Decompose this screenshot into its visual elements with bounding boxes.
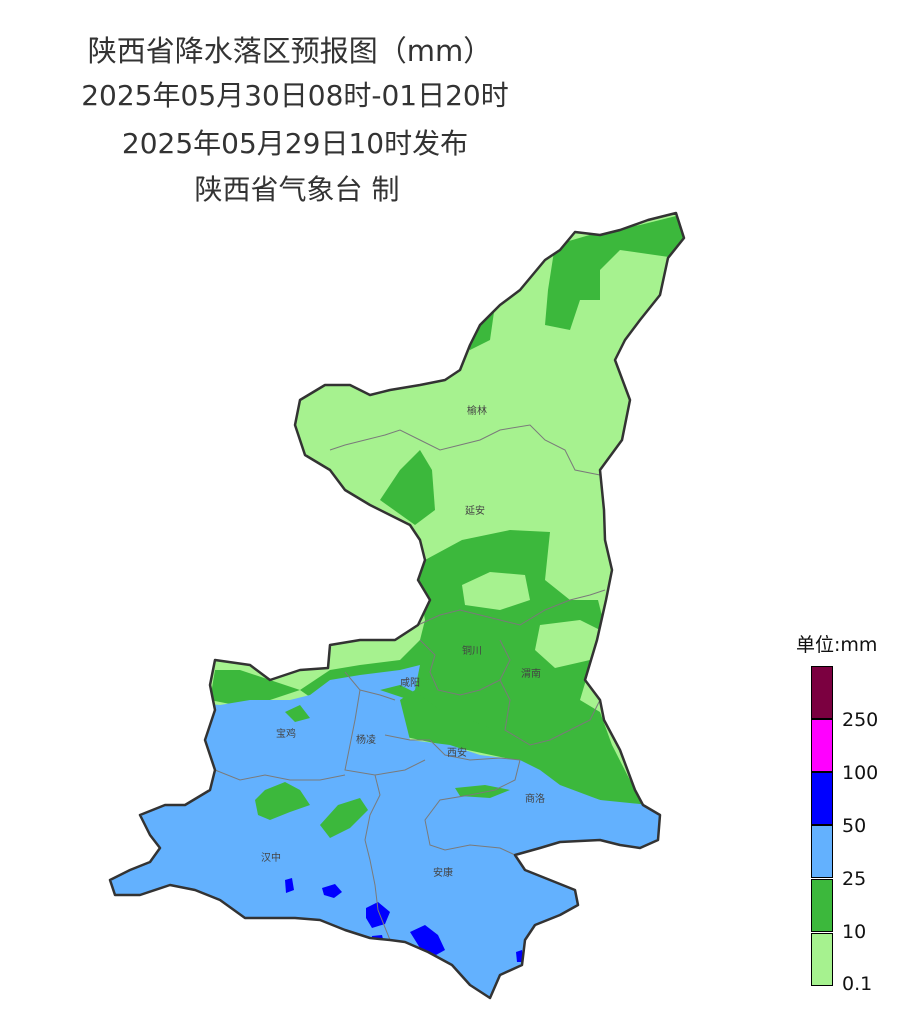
city-label-yangling: 杨凌: [356, 733, 376, 746]
legend-swatch-0.1-10: [811, 933, 833, 986]
city-label-yanan: 延安: [465, 504, 485, 517]
city-label-weinan: 渭南: [521, 667, 541, 680]
legend-swatch-100-250: [811, 719, 833, 772]
city-label-baoji: 宝鸡: [276, 727, 296, 740]
province-outline: [108, 211, 686, 1000]
legend-tick-50: 50: [842, 815, 867, 837]
issue-time: 2025年05月29日10时发布: [121, 127, 469, 160]
legend-tick-0.1: 0.1: [842, 973, 873, 995]
city-label-shangluo: 商洛: [525, 792, 545, 805]
map-title: 陕西省降水落区预报图（mm）: [87, 34, 493, 68]
legend-tick-10: 10: [842, 921, 867, 943]
precip-legend: 单位:mm 250 100 50 25 10 0.1: [790, 630, 900, 1000]
city-label-hanzhong: 汉中: [261, 851, 281, 864]
legend-tick-100: 100: [842, 762, 879, 784]
city-label-xian: 西安: [447, 746, 467, 759]
legend-unit-title: 单位:mm: [796, 634, 878, 656]
city-label-ankang: 安康: [433, 866, 453, 879]
legend-swatch-25-50: [811, 825, 833, 878]
city-boundaries: [214, 424, 606, 941]
forecast-period: 2025年05月30日08时-01日20时: [81, 79, 509, 112]
legend-swatch-50-100: [811, 772, 833, 825]
map-header: 陕西省降水落区预报图（mm） 2025年05月30日08时-01日20时 202…: [0, 0, 900, 210]
legend-tick-25: 25: [842, 868, 867, 890]
city-labels: 榆林 延安 铜川 咸阳 渭南 宝鸡 杨凌 西安 商洛 汉中 安康: [261, 404, 545, 879]
producer: 陕西省气象台 制: [194, 173, 400, 206]
city-label-tongchuan: 铜川: [462, 645, 482, 657]
legend-swatch-250-plus: [811, 666, 833, 719]
legend-tick-250: 250: [842, 709, 879, 731]
legend-swatch-10-25: [811, 879, 833, 932]
city-label-xianyang: 咸阳: [400, 677, 420, 689]
city-label-yulin: 榆林: [467, 404, 487, 417]
precip-fill: [110, 213, 684, 998]
